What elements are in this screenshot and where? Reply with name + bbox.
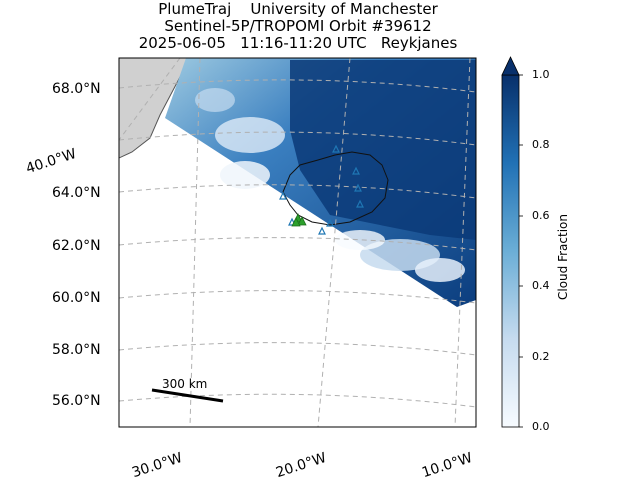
- colorbar-tick-label: 0.8: [532, 138, 550, 151]
- lat-label: 64.0°N: [52, 185, 101, 201]
- lat-label: 62.0°N: [52, 238, 101, 254]
- parallel-58n: [119, 342, 476, 356]
- map-frame: [118, 57, 477, 428]
- parallel-56n: [119, 393, 476, 408]
- swath-cloud-free-patch: [220, 161, 270, 189]
- title-line-1: PlumeTraj University of Manchester: [158, 0, 438, 18]
- station-marker: [356, 199, 364, 208]
- colorbar-extend-arrow: [501, 56, 520, 76]
- parallel-62n: [119, 237, 476, 251]
- scale-bar-label: 300 km: [162, 377, 208, 391]
- scale-bar: [151, 388, 224, 403]
- parallel-64n: [119, 184, 476, 199]
- station-marker: [352, 166, 360, 175]
- meridian-10w: [454, 58, 471, 427]
- title-line-2: Sentinel-5P/TROPOMI Orbit #39612: [164, 17, 432, 35]
- colorbar-tick-label: 0.4: [532, 279, 550, 292]
- station-markers: [279, 144, 364, 235]
- title-line-3: 2025-06-05 11:16-11:20 UTC Reykjanes: [138, 34, 458, 52]
- station-marker: [318, 226, 326, 235]
- station-marker: [354, 183, 362, 192]
- colorbar-tick-label: 0.6: [532, 209, 550, 222]
- lat-label: 56.0°N: [52, 393, 101, 409]
- station-marker: [288, 217, 296, 226]
- colorbar-title: Cloud Fraction: [556, 214, 570, 300]
- meridian-30w: [189, 58, 201, 427]
- colorbar-tick-label: 1.0: [532, 68, 550, 81]
- meridian-40w: [119, 58, 181, 141]
- colorbar-tick-label: 0.2: [532, 350, 550, 363]
- swath-cloud-overcast-block: [290, 60, 476, 240]
- swath-cloud-free-patch: [215, 117, 285, 153]
- volcano-marker: [291, 217, 301, 227]
- station-marker: [332, 144, 340, 153]
- greenland-land: [119, 58, 191, 159]
- volcano-marker: [297, 216, 307, 226]
- colorbar-bar: [501, 74, 520, 428]
- swath-cloud-free-patch: [195, 88, 235, 112]
- colorbar-tick-label: 0.0: [532, 420, 550, 433]
- volcano-markers: [291, 213, 307, 227]
- lat-label: 68.0°N: [52, 81, 101, 97]
- parallel-66n: [119, 131, 476, 146]
- graticule: [119, 58, 476, 427]
- parallel-68n: [119, 79, 476, 93]
- lat-label: 58.0°N: [52, 342, 101, 358]
- colorbar-tick-marks: [519, 74, 523, 428]
- meridian-20w: [317, 58, 351, 427]
- parallel-60n: [119, 290, 476, 304]
- swath-cloud-free-patch: [335, 230, 385, 250]
- lat-label: 60.0°N: [52, 290, 101, 306]
- swath-cloud-free-patch: [415, 258, 465, 282]
- iceland-coastline: [282, 151, 389, 226]
- station-marker: [326, 218, 334, 227]
- station-marker: [279, 191, 287, 200]
